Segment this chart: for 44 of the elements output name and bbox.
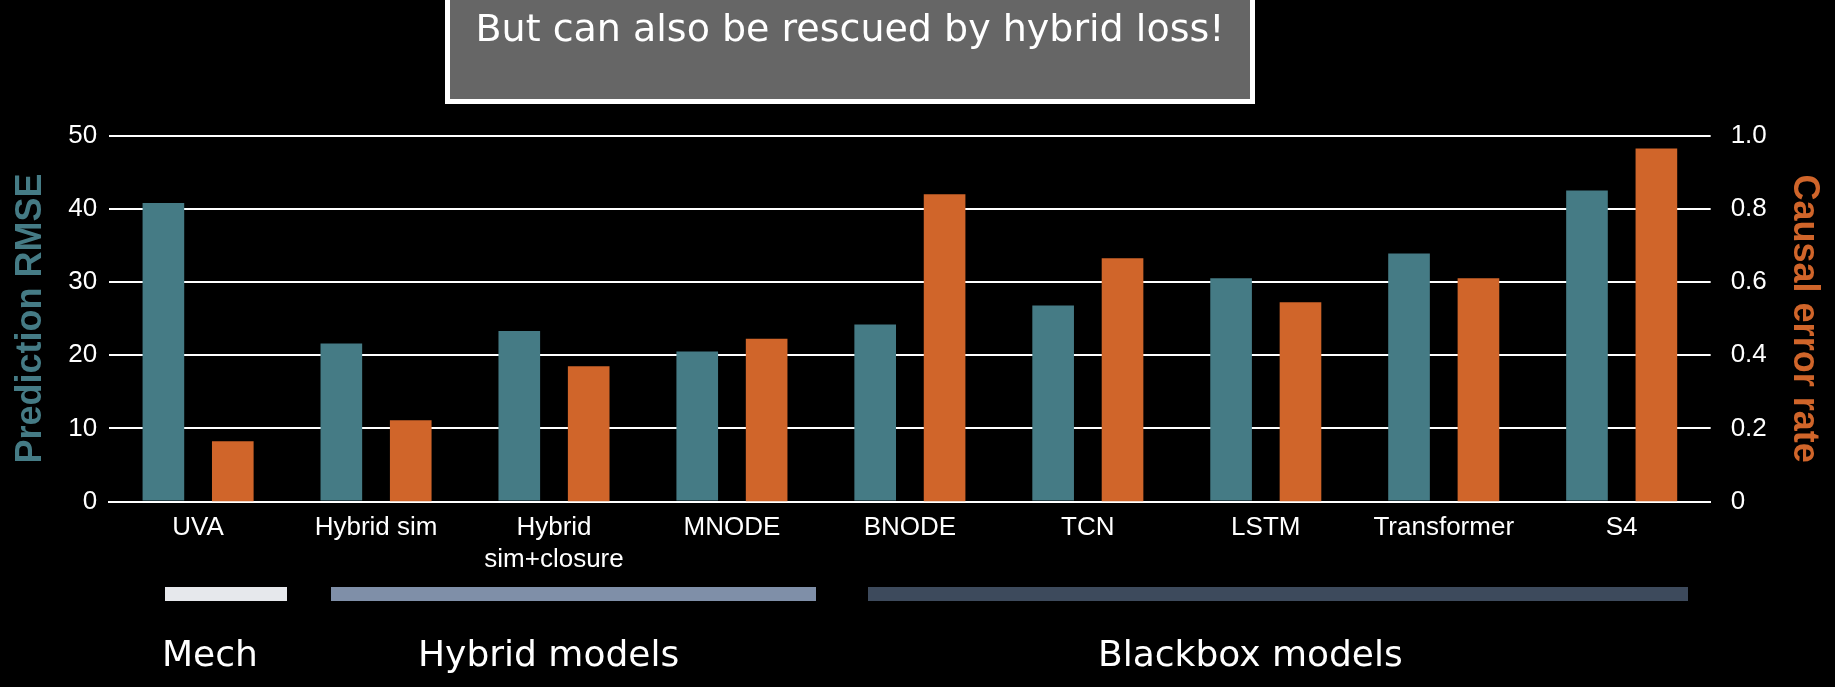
bar (745, 338, 788, 502)
bar (1566, 190, 1608, 501)
bar (567, 366, 610, 502)
y-tick-label: 20 (68, 338, 98, 369)
y2-tick-label: 0.8 (1730, 191, 1767, 222)
bar (854, 324, 897, 501)
text: Mech (162, 633, 258, 674)
bar (1457, 278, 1500, 502)
x-tick-label: BNODE (863, 511, 957, 542)
y-tick-label: 0 (82, 484, 98, 515)
bar (923, 194, 966, 502)
x-tick-label: Hybrid sim (314, 511, 438, 542)
y-axis-title: Prediction RMSE (7, 173, 49, 464)
y2-tick-label: 1.0 (1730, 118, 1767, 149)
bar (1210, 278, 1252, 501)
y-tick-label: 10 (68, 411, 98, 442)
y-tick-label: 40 (68, 191, 98, 222)
text: Blackbox models (1098, 633, 1403, 674)
bar (142, 202, 185, 501)
bar (1101, 258, 1144, 502)
y2-axis-title: Causal error rate (1786, 174, 1828, 463)
x-tick-label: MNODE (683, 511, 781, 542)
x-tick-label: S4 (1605, 511, 1638, 542)
bar (1032, 305, 1074, 501)
y2-tick-label: 0.2 (1730, 411, 1767, 442)
x-tick-label: TCN (1061, 511, 1115, 542)
x-tick-label: Hybrid sim+closure (484, 511, 624, 573)
y2-tick-label: 0.4 (1730, 338, 1767, 369)
bar (389, 420, 432, 502)
bar (320, 343, 363, 501)
bar (1635, 148, 1678, 502)
bar (498, 331, 541, 501)
bar (1279, 302, 1322, 502)
x-tick-label: LSTM (1231, 511, 1301, 542)
y-tick-label: 50 (68, 118, 98, 149)
x-tick-label: UVA (172, 511, 225, 542)
y2-tick-label: 0 (1730, 484, 1746, 515)
bar (676, 351, 719, 501)
y-tick-label: 30 (68, 265, 98, 296)
x-tick-label: Transformer (1373, 511, 1515, 542)
y2-tick-label: 0.6 (1730, 265, 1767, 296)
bar (1388, 253, 1430, 501)
text: Hybrid models (418, 633, 680, 674)
bar (211, 441, 254, 502)
